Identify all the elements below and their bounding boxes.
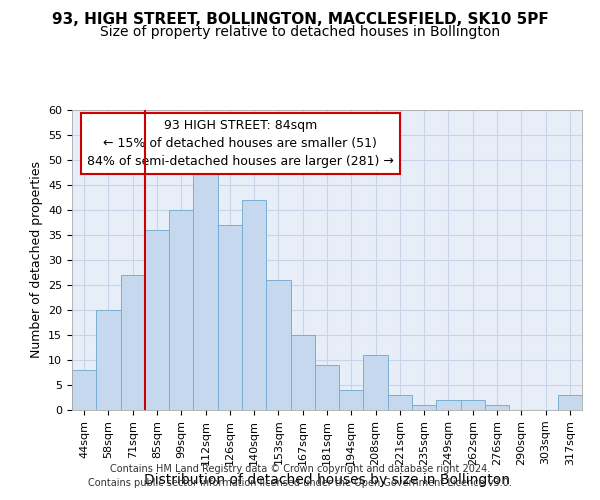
Bar (121, 275, 145, 410)
Bar (169, 210, 193, 410)
Text: 93, HIGH STREET, BOLLINGTON, MACCLESFIELD, SK10 5PF: 93, HIGH STREET, BOLLINGTON, MACCLESFIEL… (52, 12, 548, 28)
Bar (412, 405, 436, 410)
Bar (315, 365, 339, 410)
Text: Contains HM Land Registry data © Crown copyright and database right 2024.
Contai: Contains HM Land Registry data © Crown c… (88, 464, 512, 487)
Text: Size of property relative to detached houses in Bollington: Size of property relative to detached ho… (100, 25, 500, 39)
Bar (72, 370, 96, 410)
Y-axis label: Number of detached properties: Number of detached properties (29, 162, 43, 358)
Bar (364, 355, 388, 410)
X-axis label: Distribution of detached houses by size in Bollington: Distribution of detached houses by size … (144, 473, 510, 487)
Bar (388, 395, 412, 410)
Bar (96, 310, 121, 410)
Bar (485, 405, 509, 410)
Bar (242, 200, 266, 410)
Text: 93 HIGH STREET: 84sqm
← 15% of detached houses are smaller (51)
84% of semi-deta: 93 HIGH STREET: 84sqm ← 15% of detached … (87, 119, 394, 168)
Bar (193, 165, 218, 410)
Bar (558, 395, 582, 410)
Bar (436, 400, 461, 410)
Bar (339, 390, 364, 410)
Bar (218, 225, 242, 410)
Bar (290, 335, 315, 410)
Bar (266, 280, 290, 410)
Bar (461, 400, 485, 410)
Bar (145, 230, 169, 410)
